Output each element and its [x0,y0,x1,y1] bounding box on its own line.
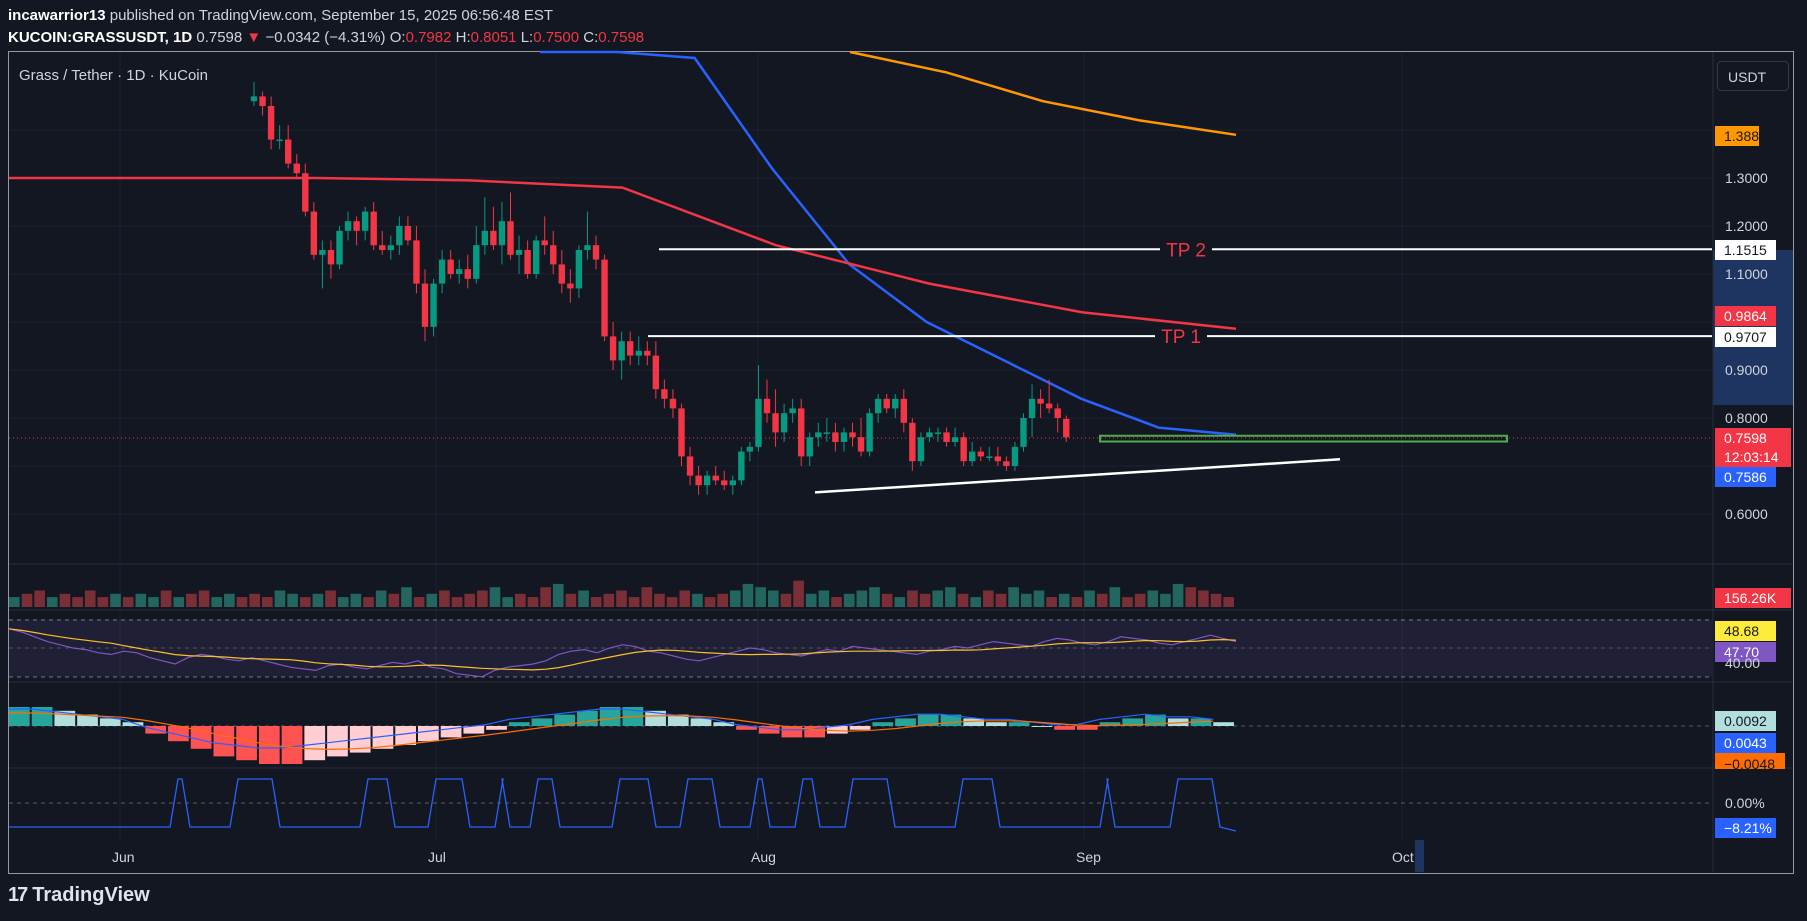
tradingview-logo-icon: 17 [8,884,28,906]
publish-info: incawarrior13 published on TradingView.c… [8,7,553,24]
price-label-last: 0.7598 [1715,428,1791,448]
low-value: 0.7500 [533,29,580,46]
high-value: 0.8051 [470,29,517,46]
y-tick: 1.1000 [1725,266,1768,282]
author-name[interactable]: incawarrior13 [8,7,106,24]
rsi-label-2: 47.70 [1715,642,1776,662]
volume-label: 156.26K [1715,588,1791,608]
close-label: C: [583,29,599,46]
macd-label-line: 0.0043 [1715,733,1776,753]
last-price: 0.7598 [196,29,243,46]
low-label: L: [520,29,534,46]
lower-zero-tick: 0.00% [1725,795,1765,811]
chart-legend-title: Grass / Tether · 1D · KuCoin [19,67,208,84]
y-tick: 1.2000 [1725,218,1768,234]
x-tick: Jul [428,849,446,865]
open-value: 0.7982 [405,29,452,46]
ohlc-header: KUCOIN:GRASSUSDT, 1D 0.7598 ▼ −0.0342 (−… [8,29,644,46]
price-label-ema-red: 0.9864 [1715,306,1776,326]
down-arrow-icon: ▼ [246,29,262,46]
open-label: O: [389,29,406,46]
macd-label-signal: −0.0048 [1715,753,1785,769]
y-tick: 0.6000 [1725,506,1768,522]
x-tick: Sep [1076,849,1101,865]
macd-label-hist: 0.0092 [1715,711,1776,731]
close-value: 0.7598 [598,29,645,46]
y-tick: 1.3000 [1725,170,1768,186]
high-label: H: [455,29,471,46]
y-tick: 0.8000 [1725,410,1768,426]
rsi-label-1: 48.68 [1715,621,1776,641]
lower-indicator-label: −8.21% [1715,818,1776,838]
symbol-label: KUCOIN:GRASSUSDT, 1D [8,29,193,46]
x-tick: Aug [751,849,776,865]
brand-name: TradingView [32,884,150,906]
x-tick: Oct [1392,849,1414,865]
price-label-tp1: 0.9707 [1715,327,1776,347]
currency-button[interactable]: USDT [1717,61,1789,91]
x-tick: Jun [112,849,135,865]
chart-frame [8,51,1794,874]
y-tick: 0.9000 [1725,362,1768,378]
price-label-ema-blue: 0.7586 [1715,467,1776,487]
publish-text: published on TradingView.com, September … [109,7,554,24]
price-label-ema-orange: 1.3885 [1715,126,1767,146]
price-label-tp2: 1.1515 [1715,240,1776,260]
rsi-level-tick: 40.00 [1725,655,1761,671]
price-change: −0.0342 (−4.31%) [265,29,386,46]
tradingview-logo[interactable]: 17 TradingView [8,884,150,907]
countdown-label: 12:03:14 [1715,447,1791,467]
